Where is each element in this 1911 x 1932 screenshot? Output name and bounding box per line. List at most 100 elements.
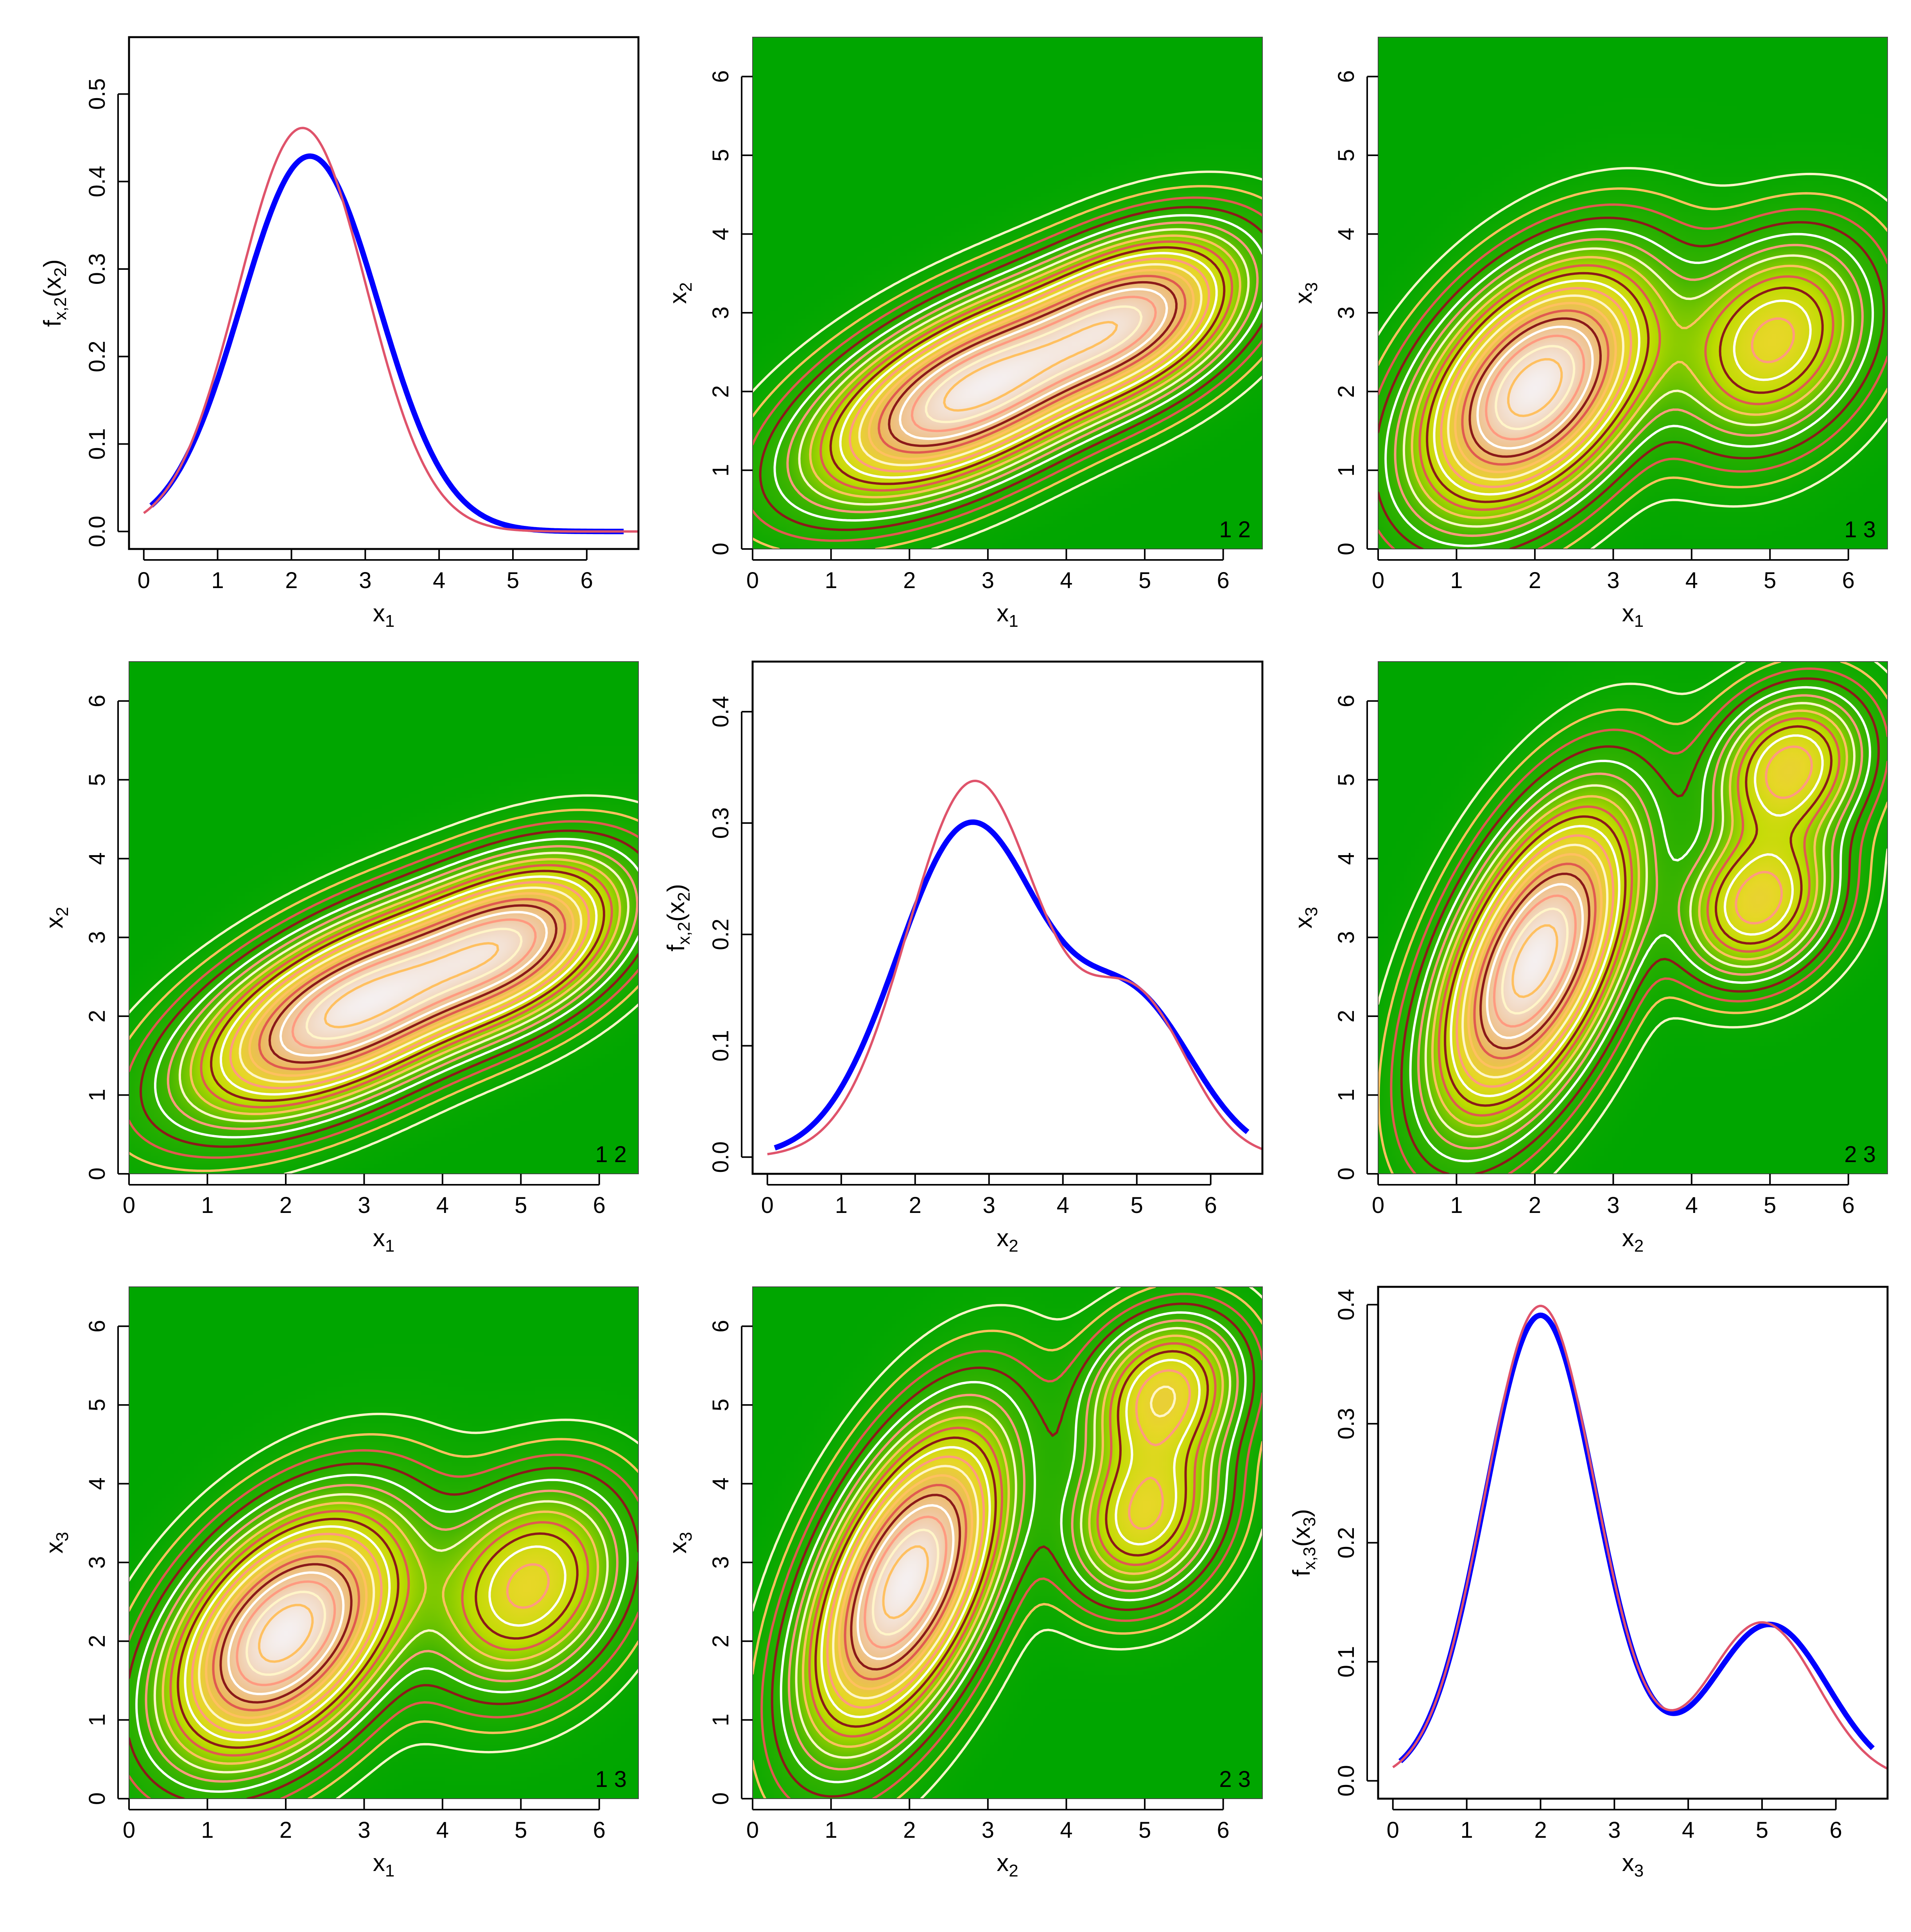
y-tick-label: 1 xyxy=(1334,1089,1359,1101)
contour-lines xyxy=(753,1287,1262,1799)
contour-line xyxy=(205,1547,368,1719)
contour-line xyxy=(248,892,575,1077)
contour-lines xyxy=(753,170,1262,549)
contour-line xyxy=(1426,272,1824,503)
contour-line xyxy=(212,1555,360,1711)
contour-line xyxy=(771,1302,1255,1798)
contour-line xyxy=(1493,894,1577,1028)
contour-line xyxy=(1486,883,1584,1039)
x-tick-label: 0 xyxy=(746,568,759,593)
axis-label: x3 xyxy=(1290,907,1321,928)
x-tick-label: 6 xyxy=(593,1193,606,1218)
y-tick-label: 0.4 xyxy=(1334,1289,1359,1320)
x-tick-label: 1 xyxy=(201,1193,213,1218)
contour-line xyxy=(1440,287,1795,488)
contour-line xyxy=(291,918,537,1049)
x-tick-label: 3 xyxy=(358,1817,370,1843)
contour-line xyxy=(820,1359,1201,1719)
x-tick-label: 5 xyxy=(514,1817,527,1843)
x-tick-label: 1 xyxy=(825,568,837,593)
y-tick-label: 2 xyxy=(708,1635,733,1647)
axis-label: fx,2(x2) xyxy=(663,884,694,952)
x-tick-label: 4 xyxy=(433,568,445,593)
y-tick-label: 1 xyxy=(708,464,733,476)
x-tick-label: 4 xyxy=(1057,1193,1069,1218)
contour-line xyxy=(129,820,638,1159)
contour-line xyxy=(1431,709,1848,1127)
contour-line xyxy=(184,1525,566,1742)
contour-line xyxy=(786,221,1259,513)
plot-area xyxy=(129,37,638,549)
x-tick-label: 2 xyxy=(903,1817,916,1843)
contour-line xyxy=(1384,228,1874,547)
y-tick-label: 0.4 xyxy=(84,166,110,197)
y-tick-label: 5 xyxy=(84,773,110,786)
contour-line xyxy=(178,852,630,1123)
contour-line xyxy=(826,1369,1191,1709)
axis-label: x1 xyxy=(997,600,1018,631)
axis-label: x1 xyxy=(373,1225,394,1256)
bivariate-density-panel: 0 1 2 3 4 5 6 0 1 2 3 4 5 6 2 3 x2 x3 xyxy=(1290,661,1888,1256)
y-tick-label: 0.0 xyxy=(708,1141,733,1173)
y-tick-label: 6 xyxy=(708,70,733,83)
contour-line xyxy=(305,927,523,1040)
axis-label: x3 xyxy=(1622,1849,1644,1880)
x-tick-label: 2 xyxy=(903,568,916,593)
panel-pair-label: 1 3 xyxy=(1844,517,1876,542)
y-tick-label: 0.2 xyxy=(708,918,733,950)
axis-label: x1 xyxy=(1622,600,1644,631)
contour-line xyxy=(864,1516,948,1649)
x-tick-label: 2 xyxy=(909,1193,921,1218)
plot-frame xyxy=(752,1286,1263,1799)
true-density-line xyxy=(1392,1304,1888,1770)
x-tick-label: 5 xyxy=(514,1193,527,1218)
contour-line xyxy=(850,1494,961,1671)
x-tick-label: 3 xyxy=(1608,1817,1621,1843)
contour-line xyxy=(844,1484,967,1681)
contour-line xyxy=(759,206,1262,531)
y-tick-label: 0.1 xyxy=(708,1030,733,1062)
plot-frame xyxy=(129,661,639,1174)
y-tick-label: 1 xyxy=(708,1713,733,1726)
panel-pair-label: 2 3 xyxy=(1844,1142,1876,1167)
contour-line xyxy=(753,185,1262,549)
contour-line xyxy=(857,1504,955,1660)
y-tick-label: 4 xyxy=(708,1477,733,1490)
y-tick-label: 0.3 xyxy=(708,807,733,839)
x-tick-label: 3 xyxy=(982,568,994,593)
y-tick-label: 0 xyxy=(1334,543,1359,555)
contour-line xyxy=(140,829,638,1148)
density-line-panel: 0 1 2 3 4 5 6 0.0 0.1 0.2 0.3 0.4 x3 fx,3(x3) xyxy=(1288,1286,1889,1880)
y-tick-label: 0.3 xyxy=(1334,1408,1359,1440)
x-tick-label: 1 xyxy=(825,1817,837,1843)
contour-line xyxy=(1417,694,1863,1150)
y-tick-label: 2 xyxy=(708,385,733,398)
y-tick-label: 3 xyxy=(84,1556,110,1569)
contour-lines xyxy=(1378,167,1888,549)
contour-line xyxy=(1468,317,1602,458)
axis-label: x2 xyxy=(997,1225,1018,1256)
y-tick-label: 4 xyxy=(84,852,110,865)
bivariate-density-panel: 0 1 2 3 4 5 6 0 1 2 3 4 5 6 1 3 x1 x3 xyxy=(41,1286,639,1880)
contour-line xyxy=(324,942,499,1028)
y-tick-label: 1 xyxy=(84,1713,110,1726)
axis-label: fx,2(x2) xyxy=(39,259,70,327)
contour-line xyxy=(198,1540,375,1727)
x-tick-label: 5 xyxy=(1138,1817,1151,1843)
contour-line xyxy=(268,904,558,1064)
y-tick-label: 4 xyxy=(84,1477,110,1490)
x-tick-label: 4 xyxy=(436,1193,449,1218)
x-tick-label: 0 xyxy=(123,1817,135,1843)
contour-line xyxy=(1501,908,1569,1015)
x-tick-label: 3 xyxy=(359,568,371,593)
x-tick-label: 1 xyxy=(835,1193,848,1218)
x-tick-label: 6 xyxy=(1217,568,1230,593)
y-tick-label: 4 xyxy=(1334,852,1359,865)
panel-pair-label: 1 2 xyxy=(1219,517,1251,542)
contour-line xyxy=(129,1413,638,1799)
y-tick-label: 5 xyxy=(1334,773,1359,786)
density-heatmap xyxy=(1378,662,1888,1174)
y-tick-label: 0 xyxy=(84,1168,110,1180)
contour-line xyxy=(1456,745,1813,1088)
x-tick-label: 6 xyxy=(1842,568,1855,593)
